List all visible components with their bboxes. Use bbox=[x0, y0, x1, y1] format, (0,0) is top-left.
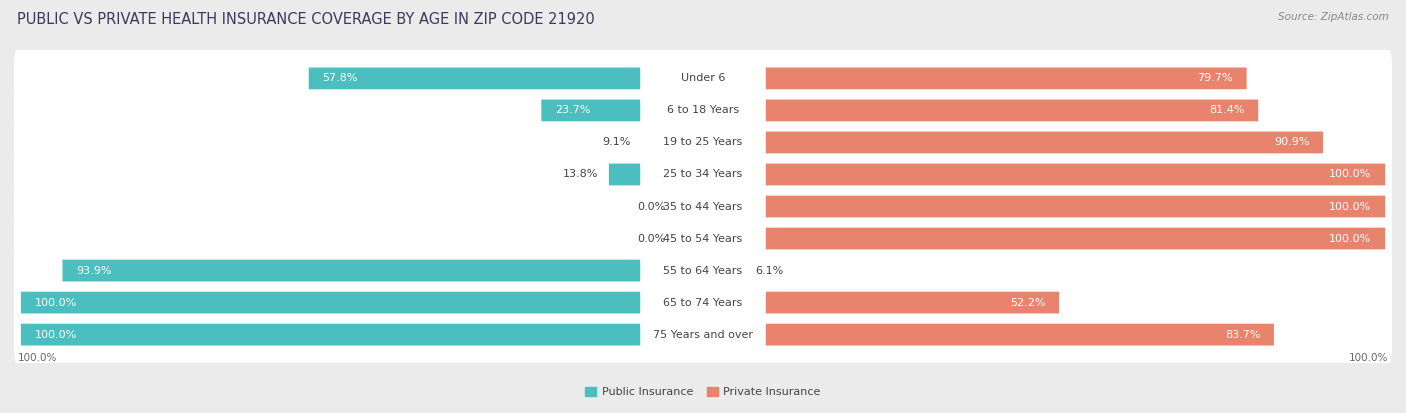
FancyBboxPatch shape bbox=[14, 210, 1392, 267]
FancyBboxPatch shape bbox=[21, 292, 703, 313]
Text: 23.7%: 23.7% bbox=[555, 105, 591, 115]
FancyBboxPatch shape bbox=[14, 178, 1392, 235]
Text: 55 to 64 Years: 55 to 64 Years bbox=[664, 266, 742, 275]
FancyBboxPatch shape bbox=[14, 146, 1392, 203]
FancyBboxPatch shape bbox=[703, 228, 1385, 249]
Text: 65 to 74 Years: 65 to 74 Years bbox=[664, 298, 742, 308]
FancyBboxPatch shape bbox=[14, 242, 1392, 299]
Text: 35 to 44 Years: 35 to 44 Years bbox=[664, 202, 742, 211]
Text: 79.7%: 79.7% bbox=[1198, 74, 1233, 83]
Text: 90.9%: 90.9% bbox=[1274, 138, 1309, 147]
Text: 100.0%: 100.0% bbox=[35, 330, 77, 339]
FancyBboxPatch shape bbox=[641, 132, 703, 153]
FancyBboxPatch shape bbox=[14, 114, 1392, 171]
FancyBboxPatch shape bbox=[640, 63, 766, 158]
Text: 6.1%: 6.1% bbox=[755, 266, 783, 275]
FancyBboxPatch shape bbox=[679, 228, 703, 249]
Text: 25 to 34 Years: 25 to 34 Years bbox=[664, 169, 742, 180]
FancyBboxPatch shape bbox=[679, 196, 703, 217]
Text: 9.1%: 9.1% bbox=[602, 138, 631, 147]
FancyBboxPatch shape bbox=[640, 287, 766, 382]
FancyBboxPatch shape bbox=[640, 95, 766, 190]
Text: 13.8%: 13.8% bbox=[564, 169, 599, 180]
Text: 100.0%: 100.0% bbox=[35, 298, 77, 308]
Text: 0.0%: 0.0% bbox=[637, 202, 665, 211]
Text: 19 to 25 Years: 19 to 25 Years bbox=[664, 138, 742, 147]
Text: 93.9%: 93.9% bbox=[76, 266, 111, 275]
FancyBboxPatch shape bbox=[62, 260, 703, 281]
FancyBboxPatch shape bbox=[640, 159, 766, 254]
FancyBboxPatch shape bbox=[609, 164, 703, 185]
FancyBboxPatch shape bbox=[14, 50, 1392, 107]
Text: PUBLIC VS PRIVATE HEALTH INSURANCE COVERAGE BY AGE IN ZIP CODE 21920: PUBLIC VS PRIVATE HEALTH INSURANCE COVER… bbox=[17, 12, 595, 27]
Text: 100.0%: 100.0% bbox=[17, 353, 56, 363]
FancyBboxPatch shape bbox=[703, 67, 1247, 89]
Text: 0.0%: 0.0% bbox=[637, 233, 665, 244]
Text: 52.2%: 52.2% bbox=[1010, 298, 1046, 308]
Text: 81.4%: 81.4% bbox=[1209, 105, 1244, 115]
Text: 6 to 18 Years: 6 to 18 Years bbox=[666, 105, 740, 115]
FancyBboxPatch shape bbox=[640, 223, 766, 318]
FancyBboxPatch shape bbox=[14, 306, 1392, 363]
FancyBboxPatch shape bbox=[640, 31, 766, 126]
FancyBboxPatch shape bbox=[703, 164, 1385, 185]
Text: 57.8%: 57.8% bbox=[322, 74, 359, 83]
FancyBboxPatch shape bbox=[703, 100, 1258, 121]
FancyBboxPatch shape bbox=[541, 100, 703, 121]
Text: 83.7%: 83.7% bbox=[1225, 330, 1260, 339]
FancyBboxPatch shape bbox=[703, 260, 745, 281]
FancyBboxPatch shape bbox=[640, 255, 766, 350]
FancyBboxPatch shape bbox=[14, 82, 1392, 139]
Legend: Public Insurance, Private Insurance: Public Insurance, Private Insurance bbox=[581, 383, 825, 402]
FancyBboxPatch shape bbox=[21, 324, 703, 346]
Text: 45 to 54 Years: 45 to 54 Years bbox=[664, 233, 742, 244]
Text: 75 Years and over: 75 Years and over bbox=[652, 330, 754, 339]
Text: Under 6: Under 6 bbox=[681, 74, 725, 83]
FancyBboxPatch shape bbox=[703, 196, 1385, 217]
Text: 100.0%: 100.0% bbox=[1350, 353, 1389, 363]
Text: 100.0%: 100.0% bbox=[1329, 202, 1371, 211]
Text: Source: ZipAtlas.com: Source: ZipAtlas.com bbox=[1278, 12, 1389, 22]
FancyBboxPatch shape bbox=[703, 324, 1274, 346]
Text: 100.0%: 100.0% bbox=[1329, 233, 1371, 244]
FancyBboxPatch shape bbox=[14, 274, 1392, 331]
FancyBboxPatch shape bbox=[640, 191, 766, 286]
FancyBboxPatch shape bbox=[703, 292, 1059, 313]
FancyBboxPatch shape bbox=[703, 132, 1323, 153]
Text: 100.0%: 100.0% bbox=[1329, 169, 1371, 180]
FancyBboxPatch shape bbox=[309, 67, 703, 89]
FancyBboxPatch shape bbox=[640, 127, 766, 222]
